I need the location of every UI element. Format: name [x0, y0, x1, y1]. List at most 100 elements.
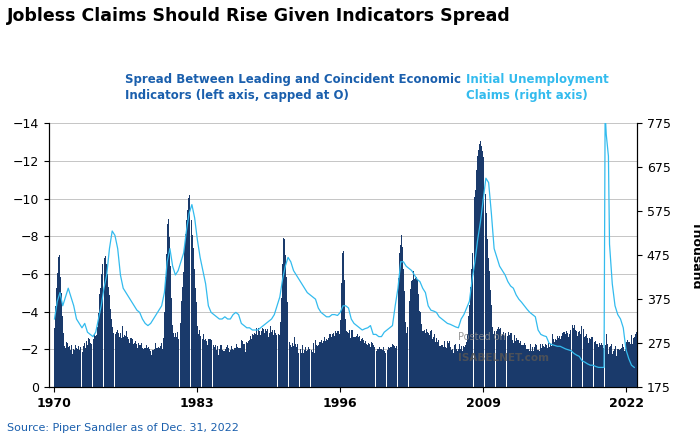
Bar: [433, 337, 434, 387]
Bar: [467, 334, 468, 387]
Bar: [152, 350, 153, 387]
Bar: [397, 334, 398, 387]
Bar: [410, 289, 411, 387]
Bar: [275, 333, 276, 387]
Bar: [226, 347, 227, 387]
Bar: [273, 335, 274, 387]
Bar: [333, 334, 335, 387]
Bar: [190, 209, 191, 387]
Bar: [317, 346, 318, 387]
Bar: [419, 311, 421, 387]
Bar: [139, 345, 140, 387]
Bar: [587, 338, 588, 387]
Bar: [550, 345, 552, 387]
Bar: [492, 327, 493, 387]
Bar: [59, 255, 60, 387]
Bar: [253, 334, 255, 387]
Bar: [104, 258, 105, 387]
Bar: [133, 344, 134, 387]
Bar: [210, 339, 211, 387]
Bar: [523, 345, 524, 387]
Bar: [594, 342, 595, 387]
Bar: [348, 333, 349, 387]
Bar: [412, 280, 413, 387]
Bar: [289, 341, 290, 387]
Bar: [633, 338, 634, 387]
Bar: [541, 348, 542, 387]
Bar: [526, 349, 528, 387]
Bar: [150, 351, 151, 387]
Bar: [225, 349, 226, 387]
Bar: [64, 346, 65, 387]
Bar: [309, 348, 311, 387]
Bar: [531, 351, 532, 387]
Bar: [69, 350, 71, 387]
Bar: [582, 335, 583, 387]
Bar: [155, 348, 157, 387]
Bar: [344, 280, 345, 387]
Bar: [102, 264, 103, 387]
Bar: [106, 264, 107, 387]
Bar: [387, 350, 388, 387]
Bar: [72, 354, 74, 387]
Bar: [340, 320, 341, 387]
Bar: [507, 338, 508, 387]
Bar: [445, 347, 446, 387]
Bar: [630, 344, 631, 387]
Bar: [618, 348, 619, 387]
Bar: [193, 249, 194, 387]
Bar: [157, 348, 158, 387]
Text: Initial Unemployment
Claims (right axis): Initial Unemployment Claims (right axis): [466, 73, 609, 102]
Bar: [457, 351, 458, 387]
Bar: [113, 334, 115, 387]
Bar: [349, 330, 350, 387]
Bar: [115, 331, 116, 387]
Bar: [341, 283, 342, 387]
Bar: [379, 347, 380, 387]
Bar: [424, 330, 425, 387]
Bar: [312, 352, 313, 387]
Bar: [571, 330, 573, 387]
Bar: [232, 350, 234, 387]
Bar: [328, 338, 329, 387]
Bar: [108, 287, 109, 387]
Bar: [442, 345, 443, 387]
Bar: [418, 294, 419, 387]
Bar: [175, 333, 176, 387]
Bar: [235, 348, 237, 387]
Bar: [478, 150, 479, 387]
Bar: [389, 348, 390, 387]
Bar: [377, 348, 378, 387]
Bar: [632, 344, 633, 387]
Bar: [346, 331, 347, 387]
Bar: [479, 143, 480, 387]
Bar: [75, 345, 76, 387]
Bar: [538, 347, 540, 387]
Bar: [431, 330, 433, 387]
Bar: [127, 337, 128, 387]
Bar: [382, 350, 383, 387]
Bar: [268, 337, 270, 387]
Bar: [292, 343, 293, 387]
Bar: [347, 332, 348, 387]
Bar: [373, 345, 374, 387]
Bar: [91, 344, 92, 387]
Bar: [329, 334, 330, 387]
Bar: [288, 346, 289, 387]
Bar: [237, 348, 238, 387]
Bar: [216, 350, 217, 387]
Bar: [620, 349, 621, 387]
Bar: [144, 348, 145, 387]
Bar: [326, 339, 327, 387]
Bar: [370, 347, 371, 387]
Bar: [487, 239, 488, 387]
Bar: [622, 344, 623, 387]
Bar: [603, 349, 605, 387]
Bar: [552, 334, 553, 387]
Bar: [197, 326, 198, 387]
Bar: [128, 339, 129, 387]
Bar: [351, 330, 353, 387]
Bar: [204, 340, 205, 387]
Bar: [298, 353, 299, 387]
Bar: [390, 347, 391, 387]
